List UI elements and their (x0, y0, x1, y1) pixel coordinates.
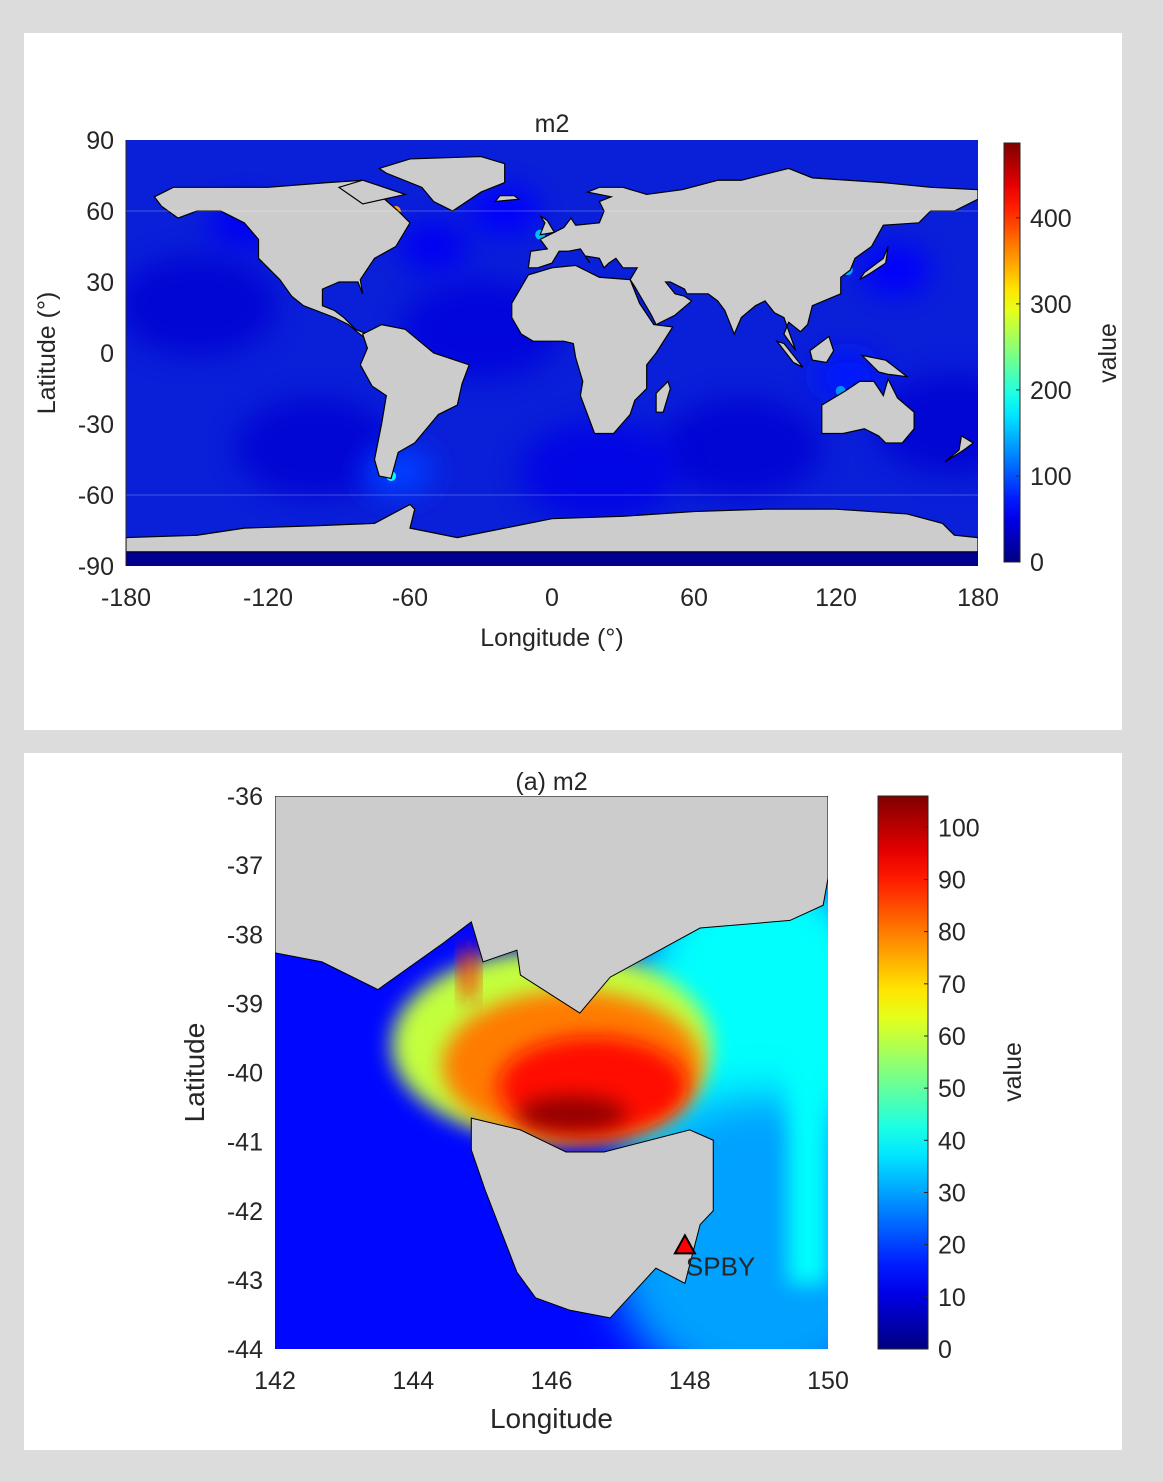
value-blob (126, 255, 277, 356)
regional-map-chart: SPBY 142 144 146 148 150 -36 -37 -38 -39 -40 -41 -42… (179, 768, 1027, 1434)
y-tick-label: -60 (78, 482, 114, 510)
value-blob (661, 397, 822, 498)
x-tick-label: -60 (392, 584, 428, 612)
x-tick-label: 60 (680, 584, 708, 612)
y-axis-label: Latitude (179, 1023, 210, 1123)
colorbar-tick-label: 0 (1030, 549, 1044, 577)
colorbar (877, 795, 929, 1350)
land-polygon (655, 380, 671, 413)
value-blob (874, 374, 978, 474)
x-tick-label: 120 (815, 584, 857, 612)
x-tick-label: 0 (545, 584, 559, 612)
y-tick-label: -43 (227, 1267, 263, 1295)
y-tick-label: -36 (227, 783, 263, 811)
land-polygon (337, 179, 408, 205)
map-area (275, 796, 828, 1349)
y-tick-label: -39 (227, 990, 263, 1018)
colorbar-tick-label: 200 (1030, 377, 1072, 405)
x-tick-label: -120 (243, 584, 293, 612)
chart-title: (a) m2 (515, 768, 587, 796)
x-tick-label: 142 (254, 1367, 296, 1395)
colorbar-tick-label: 10 (938, 1284, 966, 1312)
y-tick-label: -37 (227, 852, 263, 880)
colorbar-tick-label: 90 (938, 866, 966, 894)
land-polygon (944, 434, 975, 463)
land-polygon (859, 246, 889, 281)
colorbar-tick-label: 40 (938, 1127, 966, 1155)
station-marker (673, 1233, 697, 1255)
land-polygon (126, 503, 978, 553)
tasmania (470, 1117, 714, 1319)
land-polygon (511, 264, 674, 435)
global-map-panel: -180 -120 -60 0 60 120 180 90 60 30 0 -30 -60 -90 m2 Lo… (24, 33, 1122, 730)
colorbar-tick-label: 100 (938, 814, 980, 842)
colorbar-tick-label: 60 (938, 1023, 966, 1051)
station-label: SPBY (686, 1251, 755, 1281)
x-tick-label: 148 (669, 1367, 711, 1395)
map-area (126, 140, 978, 566)
x-tick-label: 144 (392, 1367, 434, 1395)
value-blob (517, 1095, 628, 1132)
x-tick-label: -180 (101, 584, 151, 612)
colorbar-tick-label: 80 (938, 919, 966, 947)
colorbar-tick-label: 20 (938, 1232, 966, 1260)
value-blob (235, 397, 396, 498)
y-tick-label: 0 (100, 340, 114, 368)
y-tick-label: 90 (86, 127, 114, 155)
value-blob (788, 934, 828, 1285)
x-tick-label: 146 (531, 1367, 573, 1395)
south-pole-band (126, 551, 978, 566)
y-axis-label: Latitude (°) (33, 292, 61, 415)
y-tick-label: -40 (227, 1060, 263, 1088)
land-polygon (809, 335, 835, 364)
y-tick-label: -30 (78, 411, 114, 439)
global-map-chart: -180 -120 -60 0 60 120 1809060300-30-60-90m2Lo… (33, 110, 1122, 652)
colorbar (1003, 142, 1021, 563)
chart-title: m2 (535, 110, 570, 138)
colorbar-label: value (1094, 323, 1122, 383)
y-tick-label: -38 (227, 921, 263, 949)
value-blob (860, 245, 931, 296)
regional-map-panel: SPBY 142 144 146 148 150 -36 -37 -38 -39 -40 -41 -42… (24, 753, 1122, 1450)
land-polygon (775, 339, 804, 368)
y-tick-label: -90 (78, 553, 114, 581)
colorbar-tick-label: 100 (1030, 463, 1072, 491)
mainland-australia (275, 796, 828, 1014)
x-tick-label: 150 (807, 1367, 849, 1395)
y-tick-label: -44 (227, 1336, 263, 1364)
y-tick-label: -41 (227, 1129, 263, 1157)
value-blob (461, 948, 476, 999)
land-polygon (377, 155, 506, 212)
value-blob (519, 421, 680, 522)
x-tick-label: 180 (957, 584, 999, 612)
land-polygon (539, 215, 556, 236)
land-polygon (527, 167, 978, 351)
colorbar-tick-label: 400 (1030, 205, 1072, 233)
y-tick-label: 60 (86, 198, 114, 226)
colorbar-tick-label: 30 (938, 1179, 966, 1207)
land-polygon (359, 323, 470, 480)
land-polygon (860, 354, 910, 378)
land-polygon (153, 179, 411, 338)
colorbar-tick-label: 300 (1030, 291, 1072, 319)
land-polygon (821, 377, 915, 444)
value-blob (469, 186, 540, 236)
land-polygon (493, 195, 521, 203)
value-blob (398, 221, 469, 272)
y-tick-label: 30 (86, 269, 114, 297)
colorbar-label: value (999, 1042, 1027, 1102)
colorbar-tick-label: 0 (938, 1336, 952, 1364)
colorbar-tick-label: 70 (938, 971, 966, 999)
x-axis-label: Longitude (°) (480, 624, 623, 652)
colorbar-tick-label: 50 (938, 1075, 966, 1103)
x-axis-label: Longitude (490, 1403, 613, 1434)
y-tick-label: -42 (227, 1198, 263, 1226)
